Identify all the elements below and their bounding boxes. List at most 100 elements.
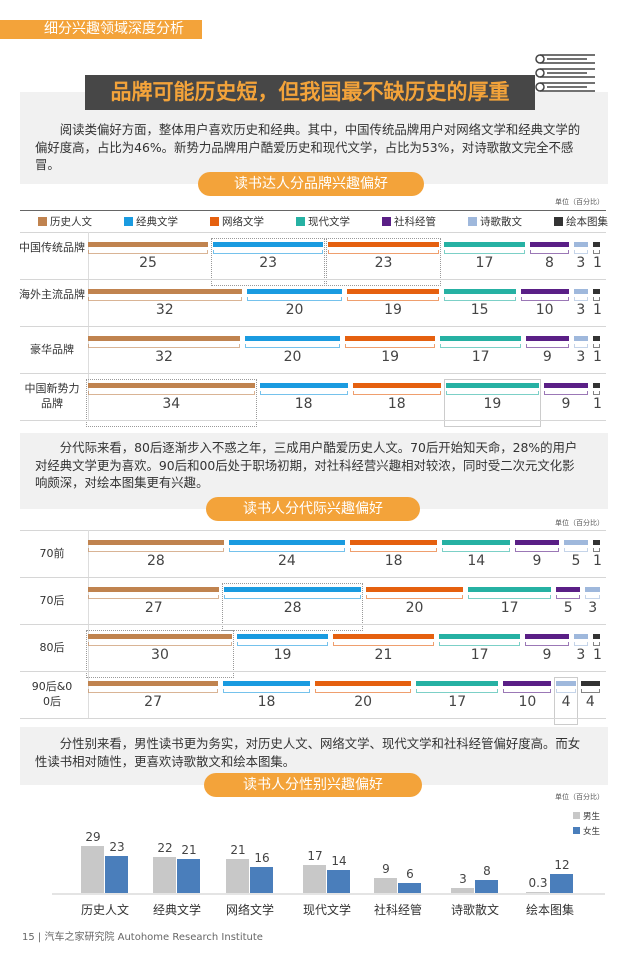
- bar-underline: [573, 297, 588, 301]
- bar-segment: 3: [573, 336, 588, 376]
- bar-segment: 5: [563, 540, 589, 580]
- bar: [475, 880, 498, 893]
- bar-segment: 19: [236, 634, 329, 674]
- value-label: 15: [470, 302, 489, 318]
- bar-underline: [592, 297, 600, 301]
- bar-underline: [443, 250, 526, 254]
- paragraph-brand: 阅读类偏好方面，整体用户喜欢历史和经典。其中，中国传统品牌用户对网络文学和经典文…: [35, 122, 581, 172]
- bar-underline: [440, 344, 521, 348]
- bar-underline: [445, 391, 539, 395]
- legend-swatch: [124, 217, 133, 226]
- bar-segment: 17: [438, 634, 521, 674]
- value-label: 32: [155, 302, 174, 318]
- bar-underline: [223, 689, 310, 693]
- value-label: 3: [459, 872, 467, 887]
- legend-item: 诗歌散文: [468, 214, 522, 229]
- value-label: 17: [307, 849, 323, 864]
- bar-mark: [556, 681, 576, 686]
- bar-segment: 10: [520, 289, 569, 329]
- row-label: 80后: [39, 640, 65, 654]
- bar-mark: [593, 336, 600, 341]
- bar-underline: [245, 344, 340, 348]
- legend-label: 绘本图集: [566, 216, 608, 228]
- bar-row: 28 24 18 14 9 5 1: [88, 540, 602, 580]
- value-label: 20: [405, 600, 424, 616]
- value-label: 20: [285, 302, 304, 318]
- bar-mark: [443, 289, 516, 294]
- bar-underline: [88, 642, 232, 646]
- legend-swatch: [573, 812, 580, 819]
- bar-underline: [556, 595, 581, 599]
- bar-segment: 15: [443, 289, 516, 329]
- baseline: [52, 893, 605, 895]
- value-label: 18: [384, 553, 403, 569]
- bar-segment: 9: [515, 540, 559, 580]
- row-divider: [20, 420, 606, 421]
- category-label: 现代文学: [302, 903, 351, 917]
- bar-row: 30 19 21 17 9 3 1: [86, 630, 602, 678]
- paragraph-gender: 分性别来看，男性读书更为务实，对历史人文、网络文学、现代文学和社科经管偏好度高。…: [35, 736, 581, 769]
- value-label: 1: [593, 255, 602, 271]
- books-icon: [535, 54, 595, 92]
- bar-mark: [88, 540, 224, 545]
- category-label: 社科经管: [373, 903, 422, 917]
- row-divider: [20, 671, 606, 672]
- row-divider: [20, 577, 606, 578]
- bar-underline: [212, 250, 324, 254]
- value-label: 9: [532, 553, 542, 569]
- bar-mark: [438, 634, 521, 639]
- legend: 历史人文 经典文学 网络文学 现代文学 社科经管 诗歌散文 绘本图集: [38, 214, 608, 229]
- bar-mark: [314, 681, 412, 686]
- bar-segment: 18: [352, 383, 441, 423]
- bar-segment: 19: [443, 379, 541, 427]
- legend-swatch: [210, 217, 219, 226]
- bar-underline: [525, 642, 569, 646]
- value-label: 34: [162, 396, 181, 412]
- bar-underline: [314, 689, 412, 693]
- bar-underline: [580, 689, 601, 693]
- bar-mark: [563, 540, 589, 545]
- bar-mark: [543, 383, 588, 388]
- bar-mark: [223, 681, 310, 686]
- bar-segment: 20: [246, 289, 343, 329]
- headline: 品牌可能历史短，但我国最不缺历史的厚重: [85, 75, 535, 110]
- category-label: 诗歌散文: [450, 903, 499, 917]
- divider: [20, 210, 606, 211]
- category-label: 网络文学: [225, 903, 274, 917]
- bar: [398, 883, 421, 893]
- bar-segment: 17: [440, 336, 521, 376]
- value-label: 9: [542, 647, 552, 663]
- category-label: 经典文学: [152, 903, 201, 917]
- highlight-box: [326, 238, 441, 286]
- row-label: 90后&0 0后: [31, 679, 73, 708]
- value-label: 18: [294, 396, 313, 412]
- legend-swatch: [382, 217, 391, 226]
- value-label: 8: [483, 864, 491, 879]
- unit-label-gender: 单位（百分比）: [555, 793, 604, 801]
- bar-underline: [347, 297, 439, 301]
- bar-segment: 20: [314, 681, 412, 721]
- value-label: 9: [382, 862, 390, 877]
- value-label: 4: [561, 694, 571, 710]
- bar-mark: [573, 242, 589, 247]
- value-label: 27: [144, 694, 162, 710]
- value-label: 30: [151, 647, 169, 663]
- bar-mark: [585, 587, 600, 592]
- value-label: 21: [181, 842, 197, 857]
- bar-underline: [442, 548, 511, 552]
- bar-mark: [88, 587, 220, 592]
- value-label: 29: [85, 830, 101, 845]
- bar-segment: 18: [223, 681, 310, 721]
- value-label: 3: [576, 349, 586, 365]
- generation-box: [20, 433, 608, 509]
- bar-underline: [88, 344, 240, 348]
- bar-mark: [526, 336, 569, 341]
- unit-label-brand: 单位（百分比）: [555, 198, 604, 206]
- bar-underline: [236, 642, 329, 646]
- bar-segment: 23: [326, 238, 441, 286]
- bar-underline: [573, 344, 588, 348]
- highlight-box: [554, 677, 578, 725]
- value-label: 1: [592, 396, 602, 412]
- bar-mark: [333, 634, 434, 639]
- bar-mark: [88, 289, 242, 294]
